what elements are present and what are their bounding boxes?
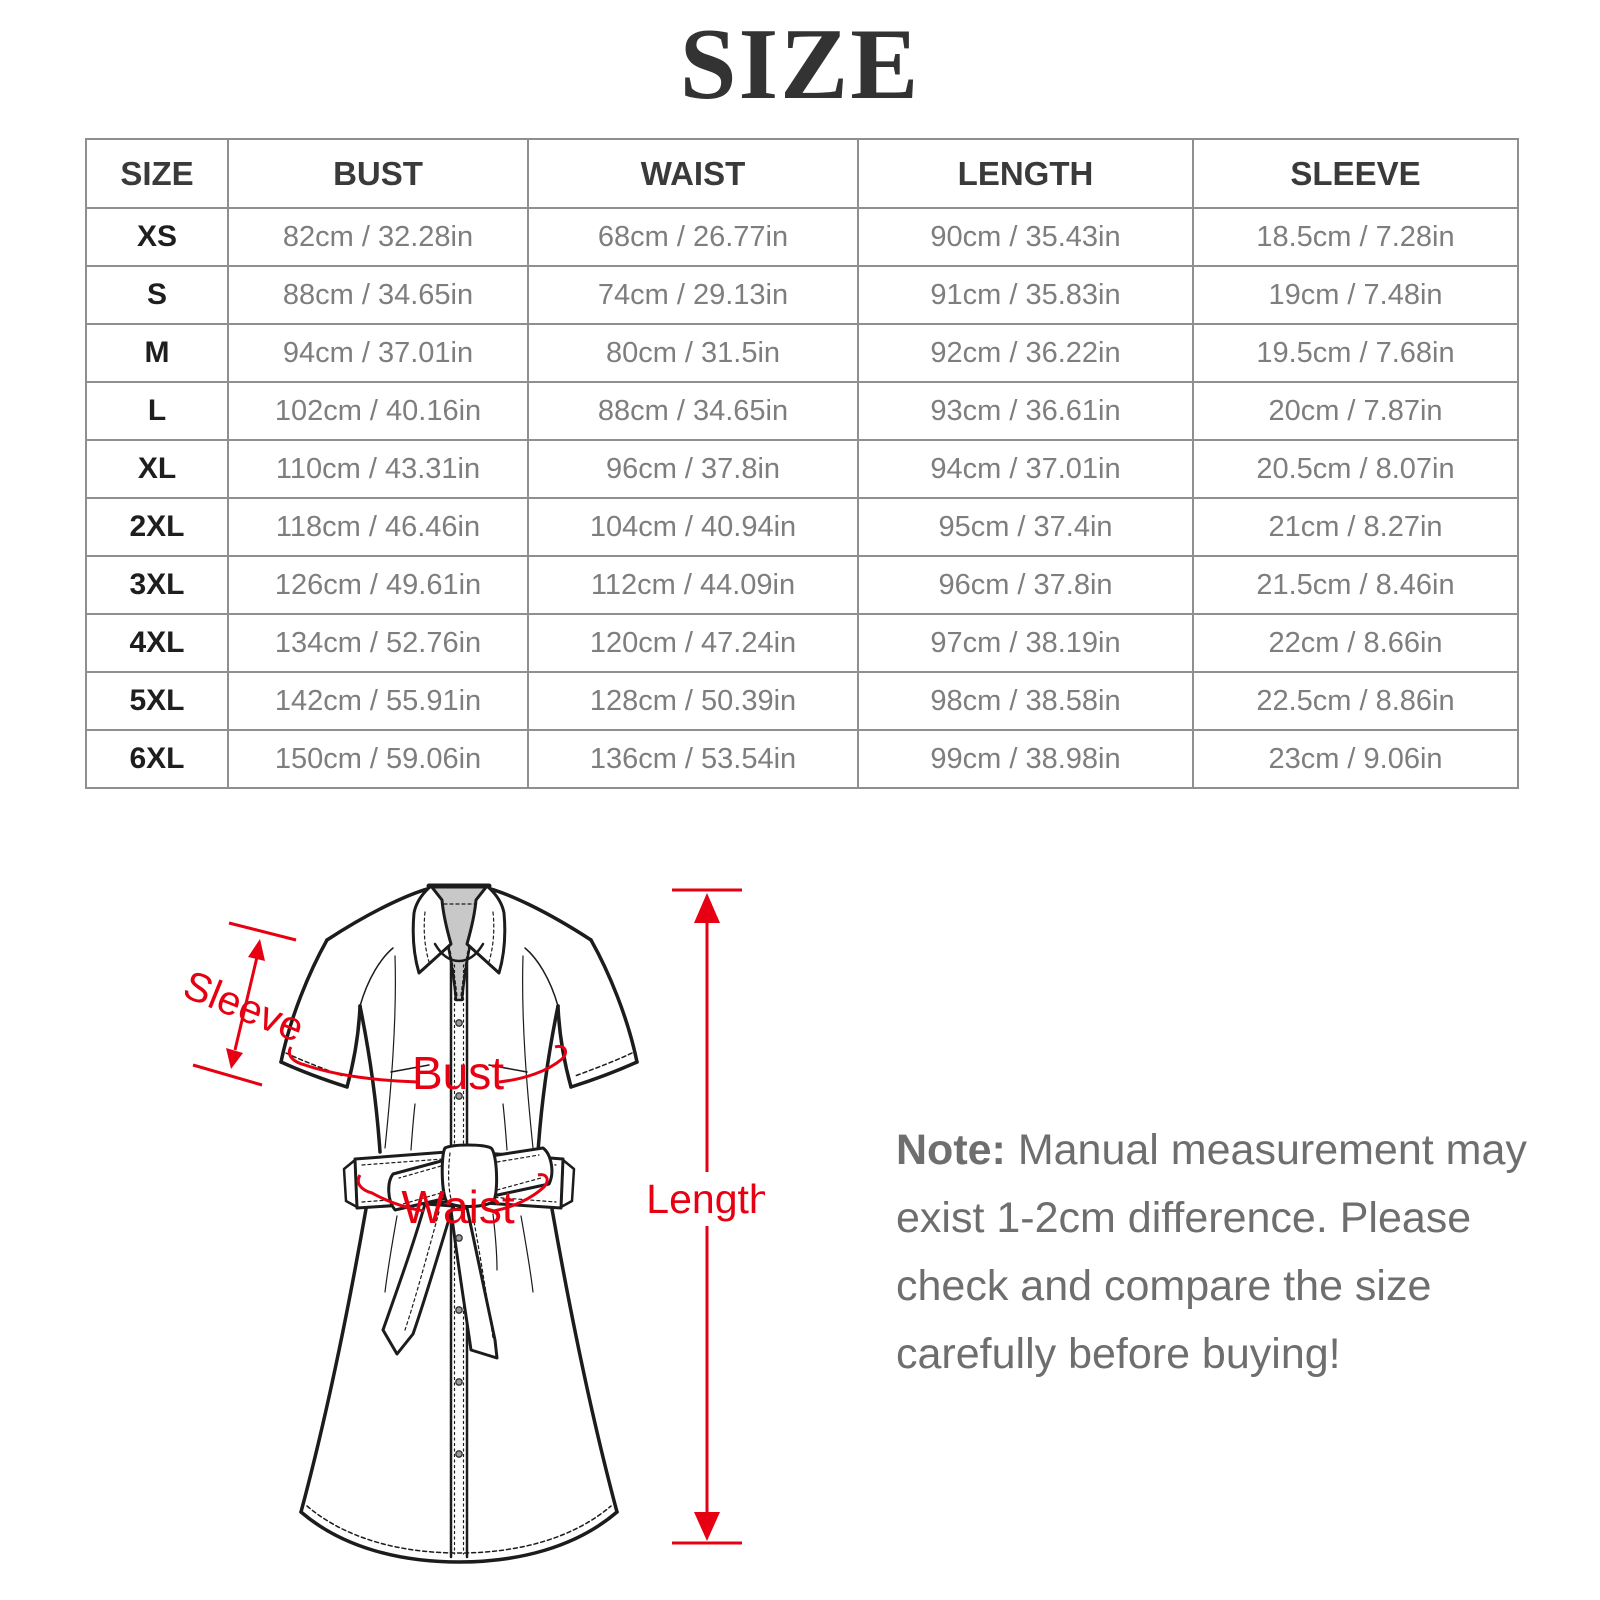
size-cell: 3XL [85, 555, 229, 615]
waist-cell: 68cm / 26.77in [527, 207, 859, 267]
table-row: S 88cm / 34.65in 74cm / 29.13in 91cm / 3… [85, 265, 1519, 325]
page-title: SIZE [679, 8, 921, 121]
table-row: 4XL 134cm / 52.76in 120cm / 47.24in 97cm… [85, 613, 1519, 673]
table-row: 6XL 150cm / 59.06in 136cm / 53.54in 99cm… [85, 729, 1519, 789]
sleeve-cell: 23cm / 9.06in [1192, 729, 1519, 789]
note-line: carefully before buying! [896, 1330, 1341, 1378]
table-header-row: SIZE BUST WAIST LENGTH SLEEVE [85, 138, 1519, 209]
length-cell: 97cm / 38.19in [857, 613, 1194, 673]
waist-cell: 112cm / 44.09in [527, 555, 859, 615]
sleeve-cell: 21cm / 8.27in [1192, 497, 1519, 557]
waist-cell: 128cm / 50.39in [527, 671, 859, 731]
sleeve-cell: 20.5cm / 8.07in [1192, 439, 1519, 499]
table-row: XL 110cm / 43.31in 96cm / 37.8in 94cm / … [85, 439, 1519, 499]
length-cell: 90cm / 35.43in [857, 207, 1194, 267]
table-body: XS 82cm / 32.28in 68cm / 26.77in 90cm / … [85, 207, 1519, 789]
waist-cell: 104cm / 40.94in [527, 497, 859, 557]
column-header-length: LENGTH [857, 138, 1194, 209]
note-line: Note: Manual measurement may [896, 1126, 1527, 1174]
table-row: 3XL 126cm / 49.61in 112cm / 44.09in 96cm… [85, 555, 1519, 615]
button-icons [455, 1019, 463, 1458]
note-line: exist 1-2cm difference. Please [896, 1194, 1472, 1242]
sleeve-cell: 22.5cm / 8.86in [1192, 671, 1519, 731]
size-cell: L [85, 381, 229, 441]
measurement-note: Note: Manual measurement may exist 1-2cm… [896, 1116, 1536, 1388]
table-row: 2XL 118cm / 46.46in 104cm / 40.94in 95cm… [85, 497, 1519, 557]
bust-cell: 110cm / 43.31in [227, 439, 529, 499]
size-cell: S [85, 265, 229, 325]
sleeve-measure-arrow [192, 921, 297, 1087]
size-table: SIZE BUST WAIST LENGTH SLEEVE XS 82cm / … [85, 138, 1519, 789]
waist-cell: 96cm / 37.8in [527, 439, 859, 499]
column-header-waist: WAIST [527, 138, 859, 209]
length-cell: 91cm / 35.83in [857, 265, 1194, 325]
length-cell: 98cm / 38.58in [857, 671, 1194, 731]
sleeve-cell: 20cm / 7.87in [1192, 381, 1519, 441]
length-label: Length [646, 1176, 765, 1222]
bust-cell: 134cm / 52.76in [227, 613, 529, 673]
bust-cell: 126cm / 49.61in [227, 555, 529, 615]
length-cell: 96cm / 37.8in [857, 555, 1194, 615]
table-row: 5XL 142cm / 55.91in 128cm / 50.39in 98cm… [85, 671, 1519, 731]
sleeve-cell: 22cm / 8.66in [1192, 613, 1519, 673]
bust-cell: 118cm / 46.46in [227, 497, 529, 557]
waist-cell: 120cm / 47.24in [527, 613, 859, 673]
length-cell: 92cm / 36.22in [857, 323, 1194, 383]
waist-cell: 74cm / 29.13in [527, 265, 859, 325]
sleeve-cell: 21.5cm / 8.46in [1192, 555, 1519, 615]
table-row: L 102cm / 40.16in 88cm / 34.65in 93cm / … [85, 381, 1519, 441]
bust-cell: 82cm / 32.28in [227, 207, 529, 267]
table-row: M 94cm / 37.01in 80cm / 31.5in 92cm / 36… [85, 323, 1519, 383]
bust-cell: 102cm / 40.16in [227, 381, 529, 441]
note-label: Note: [896, 1126, 1006, 1174]
waist-cell: 88cm / 34.65in [527, 381, 859, 441]
bust-cell: 150cm / 59.06in [227, 729, 529, 789]
note-line: check and compare the size [896, 1262, 1432, 1310]
length-cell: 94cm / 37.01in [857, 439, 1194, 499]
dress-measurement-diagram: Sleeve Bust Waist Length [177, 860, 772, 1580]
bust-label: Bust [412, 1047, 504, 1099]
size-cell: XL [85, 439, 229, 499]
bust-cell: 88cm / 34.65in [227, 265, 529, 325]
waist-cell: 136cm / 53.54in [527, 729, 859, 789]
length-measure-arrow [672, 888, 742, 1545]
waist-cell: 80cm / 31.5in [527, 323, 859, 383]
sleeve-cell: 19cm / 7.48in [1192, 265, 1519, 325]
length-cell: 95cm / 37.4in [857, 497, 1194, 557]
bust-cell: 94cm / 37.01in [227, 323, 529, 383]
waist-label: Waist [401, 1181, 515, 1233]
size-cell: XS [85, 207, 229, 267]
column-header-sleeve: SLEEVE [1192, 138, 1519, 209]
length-cell: 99cm / 38.98in [857, 729, 1194, 789]
column-header-size: SIZE [85, 138, 229, 209]
size-cell: 2XL [85, 497, 229, 557]
sleeve-cell: 19.5cm / 7.68in [1192, 323, 1519, 383]
dress-sketch: Sleeve Bust Waist Length [177, 883, 772, 1564]
bust-measure-line [287, 1044, 567, 1084]
size-cell: 6XL [85, 729, 229, 789]
sleeve-label: Sleeve [185, 961, 310, 1051]
column-header-bust: BUST [227, 138, 529, 209]
size-cell: 5XL [85, 671, 229, 731]
table-row: XS 82cm / 32.28in 68cm / 26.77in 90cm / … [85, 207, 1519, 267]
length-cell: 93cm / 36.61in [857, 381, 1194, 441]
waist-measure-line [356, 1173, 549, 1213]
size-cell: M [85, 323, 229, 383]
size-cell: 4XL [85, 613, 229, 673]
sleeve-cell: 18.5cm / 7.28in [1192, 207, 1519, 267]
bust-cell: 142cm / 55.91in [227, 671, 529, 731]
